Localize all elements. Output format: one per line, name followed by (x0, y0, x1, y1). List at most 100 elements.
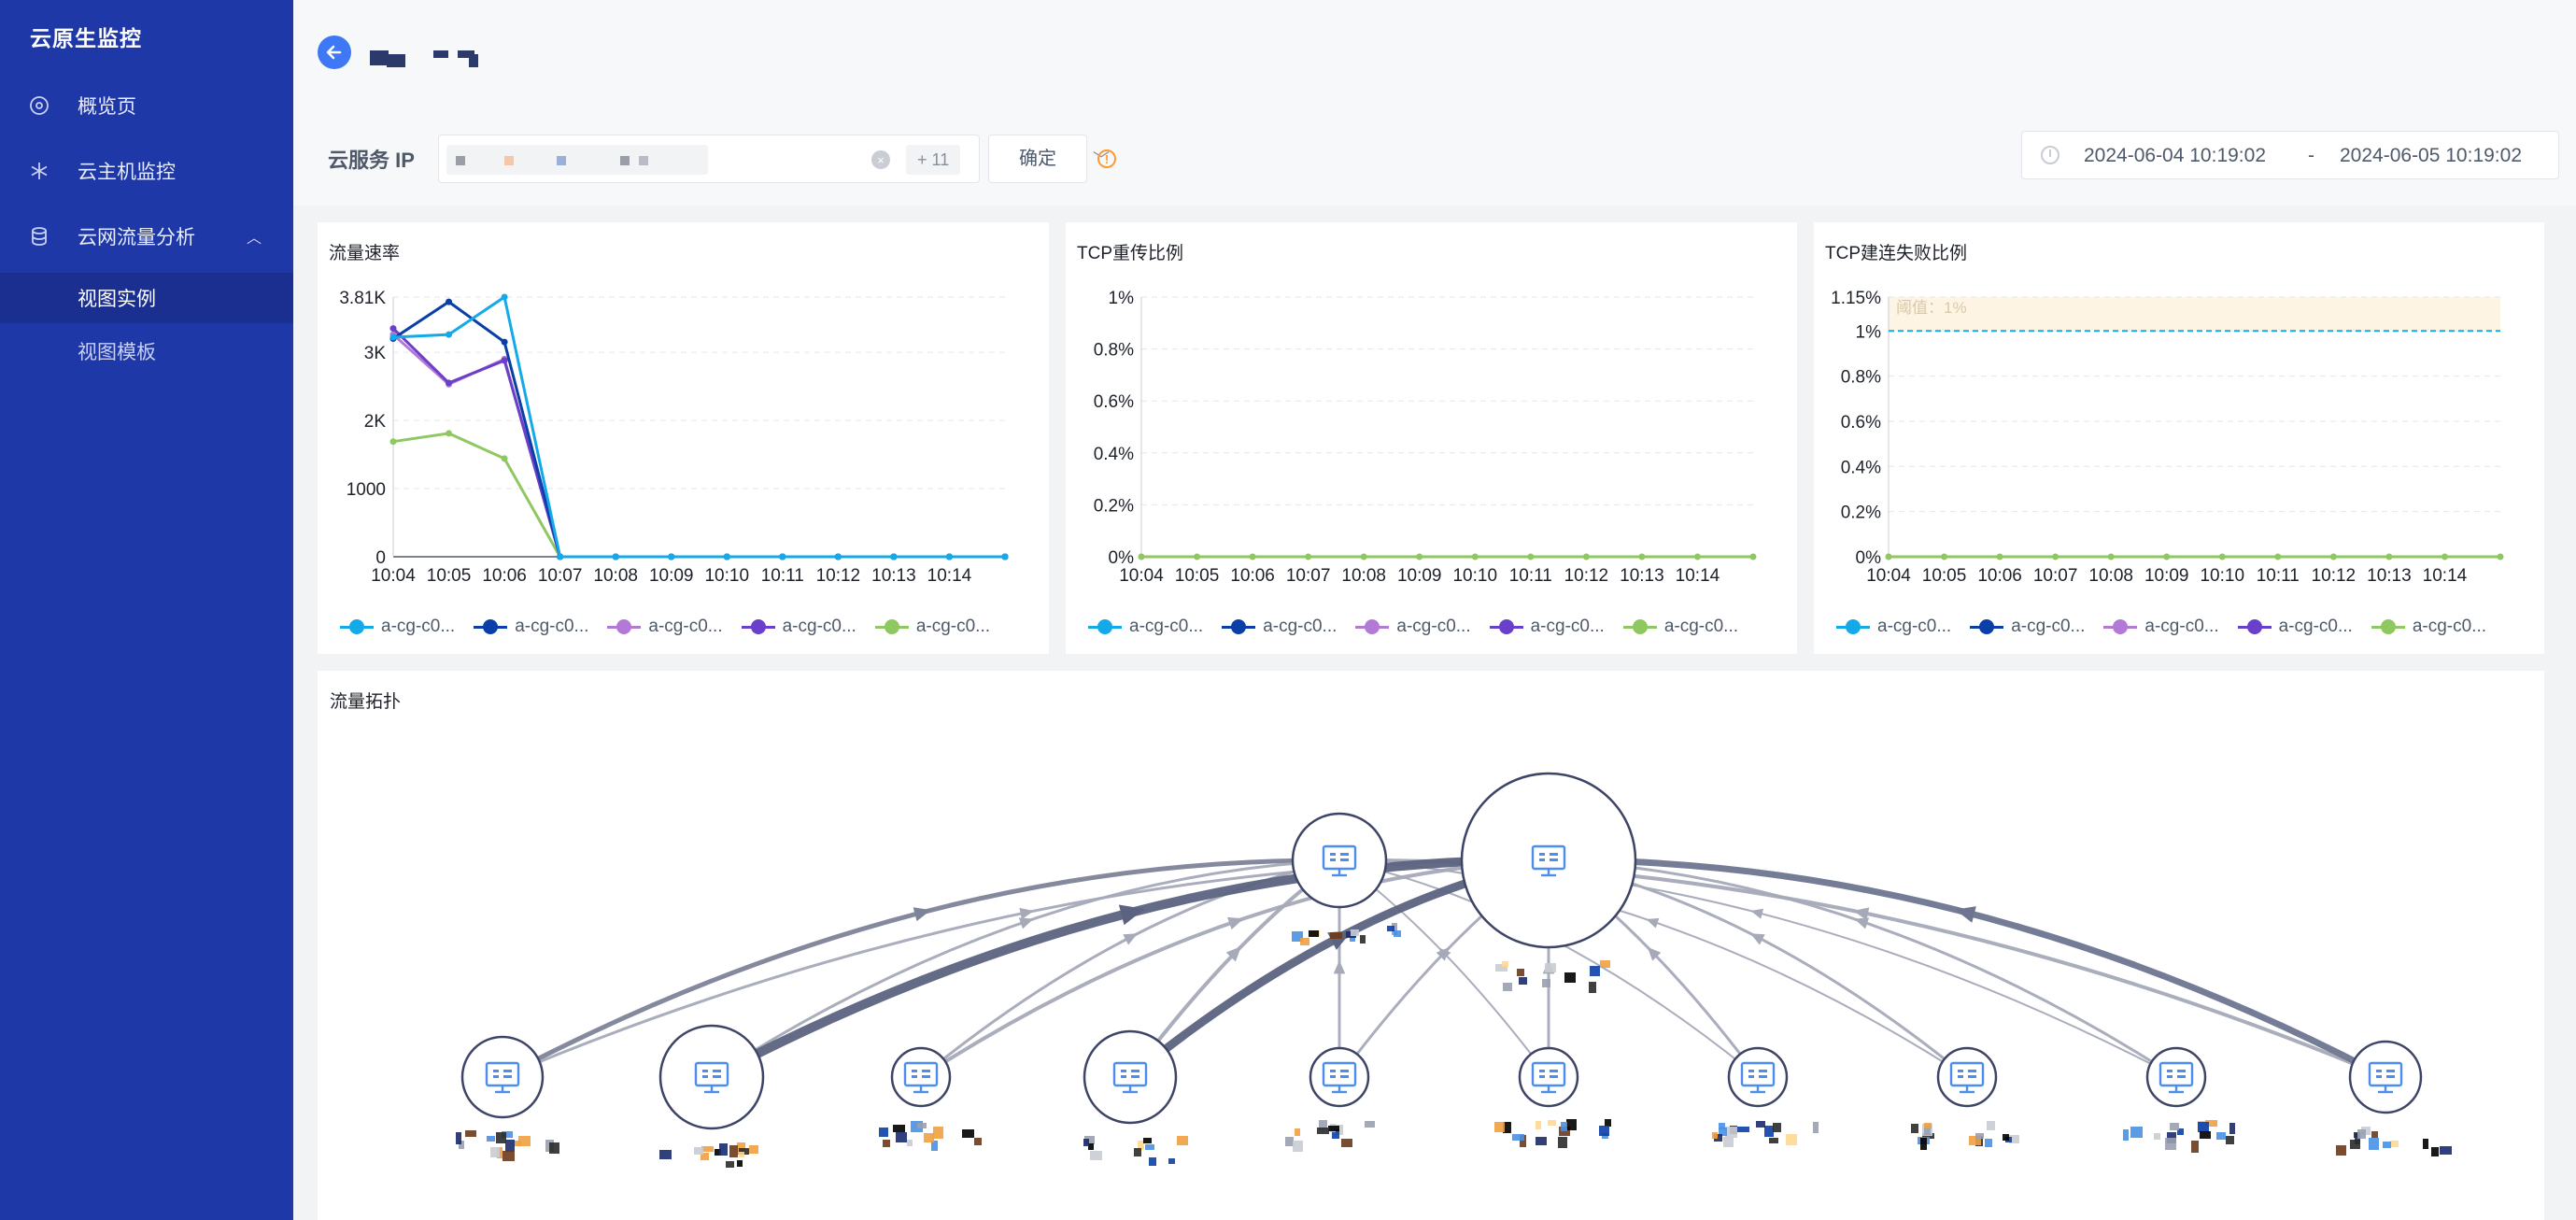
node-label-redacted (896, 1132, 907, 1142)
topology-node[interactable] (460, 1035, 545, 1119)
node-label-redacted (2431, 1147, 2439, 1156)
topology-node[interactable] (890, 1046, 952, 1108)
legend-item[interactable]: a-cg-c0... (1088, 617, 1203, 637)
topology-node[interactable] (1727, 1046, 1789, 1108)
data-point (446, 379, 453, 387)
confirm-button[interactable]: 确定 (988, 135, 1087, 183)
topology-node[interactable] (1309, 1046, 1370, 1108)
chevron-up-icon[interactable]: ︿ (246, 231, 262, 247)
topology-node[interactable] (1518, 1046, 1579, 1108)
legend-item[interactable]: a-cg-c0... (2237, 617, 2353, 637)
legend-item[interactable]: a-cg-c0... (1489, 617, 1605, 637)
x-tick-label: 10:05 (427, 566, 472, 586)
topology-node[interactable] (1936, 1046, 1998, 1108)
clear-icon[interactable]: × (871, 150, 890, 169)
monitor-icon (2368, 1061, 2403, 1094)
node-label-redacted (1088, 1143, 1094, 1150)
topology-node[interactable] (1083, 1029, 1178, 1125)
tcp-retrans-chart: 0% 0.2% 0.4% 0.6% 0.8% 1% 10:04 10:05 10:06 10:07… (1094, 289, 1757, 586)
chart-card-traffic-rate: 流量速率 0 1000 2K 3K 3.81K 10:04 10:05 10:06 10:07 1… (318, 222, 1049, 654)
sidebar-subitem-view-instance[interactable]: 视图实例 (0, 273, 293, 323)
legend-item[interactable]: a-cg-c0... (1355, 617, 1471, 637)
monitor-screen (1322, 1061, 1357, 1087)
x-tick-label: 10:08 (2088, 566, 2133, 586)
legend-item[interactable]: a-cg-c0... (1622, 617, 1738, 637)
node-label-redacted (2205, 1120, 2217, 1127)
x-tick-label: 10:06 (1977, 566, 2022, 586)
data-point (2218, 553, 2226, 560)
node-label-redacted (1503, 1122, 1511, 1133)
sidebar-subitem-view-template[interactable]: 视图模板 (0, 326, 293, 376)
monitor-glyph (1958, 1075, 1963, 1078)
monitor-glyph (1759, 1070, 1767, 1072)
node-label-redacted (2383, 1142, 2391, 1148)
data-point (501, 455, 508, 462)
x-tick-label: 10:04 (371, 566, 416, 586)
legend-item[interactable]: a-cg-c0... (474, 617, 588, 637)
edge-arrow (913, 907, 931, 922)
monitor-icon (903, 1061, 939, 1094)
node-label-redacted (549, 1142, 559, 1154)
legend-item[interactable]: a-cg-c0... (741, 617, 856, 637)
monitor-icon (1531, 844, 1566, 877)
x-tick-label: 10:06 (1230, 566, 1275, 586)
topology-node[interactable] (1291, 812, 1388, 909)
more-ip-count: + 11 (906, 145, 961, 175)
node-label-redacted (1924, 1126, 1931, 1135)
tcp-conn-fail-chart: 阈值：1% 0% 0.2% 0.4% 0.6% 0.8% 1% 1.15% 10:04 10:05… (1831, 289, 2504, 586)
ip-select[interactable]: × + 11 ﹀ (438, 135, 1110, 183)
topology-node[interactable] (2145, 1046, 2207, 1108)
node-label-redacted (1564, 972, 1576, 983)
legend-item[interactable]: a-cg-c0... (874, 617, 990, 637)
node-label-redacted (487, 1136, 495, 1142)
monitor-icon (1740, 1061, 1776, 1094)
monitor-glyph (2376, 1075, 2382, 1078)
monitor-glyph (1968, 1070, 1976, 1072)
back-button[interactable] (318, 35, 351, 69)
sidebar-item-overview[interactable]: 概览页 (0, 78, 293, 133)
legend-item[interactable]: a-cg-c0... (340, 617, 455, 637)
legend-item[interactable]: a-cg-c0... (1970, 617, 2085, 637)
edge-arrow (1118, 904, 1145, 926)
monitor-glyph (1748, 1070, 1754, 1072)
y-tick-label: 0.4% (1094, 445, 1134, 464)
node-label-redacted (2200, 1131, 2211, 1139)
date-range-picker[interactable]: 2024-06-04 10:19:02 - 2024-06-05 10:19:0… (2021, 131, 2559, 179)
edge-arrow (1750, 933, 1765, 945)
x-tick-label: 10:13 (871, 566, 916, 586)
data-point (723, 553, 730, 560)
sidebar-item-host-monitor[interactable]: 云主机监控 (0, 144, 293, 198)
sidebar-item-traffic-analysis[interactable]: 云网流量分析 ︿ (0, 209, 293, 263)
monitor-glyph (1539, 858, 1545, 861)
monitor-glyph (1550, 853, 1558, 856)
node-label-redacted (719, 1143, 728, 1156)
node-label-redacted (2226, 1136, 2234, 1144)
legend-item[interactable]: a-cg-c0... (607, 617, 723, 637)
monitor-glyph (1121, 1070, 1126, 1072)
node-label-redacted (465, 1130, 476, 1137)
topology-node[interactable] (1460, 772, 1637, 949)
node-label-redacted (1502, 961, 1508, 967)
topology-node[interactable] (2348, 1040, 2423, 1114)
data-point (501, 357, 508, 364)
node-label-redacted (893, 1125, 905, 1132)
node-label-redacted (1300, 938, 1309, 945)
legend-item[interactable]: a-cg-c0... (2371, 617, 2486, 637)
legend-item[interactable]: a-cg-c0... (2103, 617, 2219, 637)
x-tick-label: 10:13 (1620, 566, 1664, 586)
chart-title: 流量速率 (329, 244, 401, 263)
topology-node[interactable] (658, 1024, 765, 1130)
monitor-icon (1322, 844, 1357, 877)
monitor-screen (485, 1061, 520, 1087)
monitor-glyph (922, 1075, 930, 1078)
data-point (389, 333, 397, 341)
warning-icon[interactable]: ! (1097, 149, 1116, 168)
node-label-redacted (502, 1151, 515, 1161)
x-tick-label: 10:06 (482, 566, 527, 586)
monitor-screen (1949, 1061, 1985, 1087)
page-title-redacted (469, 54, 478, 67)
edge-arrow (1018, 917, 1034, 929)
node-label-redacted (1920, 1138, 1927, 1150)
legend-item[interactable]: a-cg-c0... (1836, 617, 1951, 637)
legend-item[interactable]: a-cg-c0... (1222, 617, 1337, 637)
